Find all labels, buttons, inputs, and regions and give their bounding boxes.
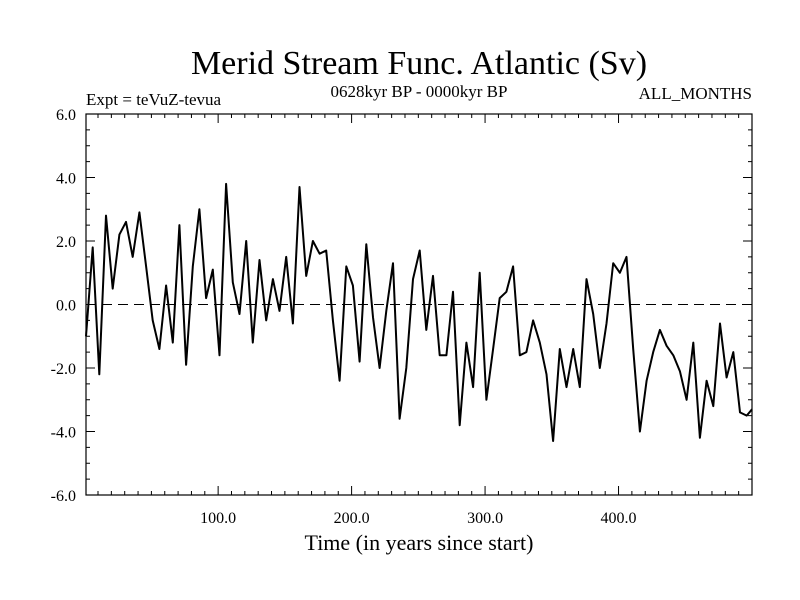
y-tick-label: 0.0 (56, 298, 76, 315)
x-tick-label: 400.0 (601, 510, 637, 527)
months-label: ALL_MONTHS (639, 84, 752, 103)
chart-title: Merid Stream Func. Atlantic (Sv) (191, 45, 647, 82)
y-tick-label: -4.0 (51, 425, 76, 442)
y-tick-label: -2.0 (51, 361, 76, 378)
y-tick-label: 2.0 (56, 234, 76, 251)
y-tick-label: 6.0 (56, 107, 76, 124)
time-range-label: 0628kyr BP - 0000kyr BP (331, 82, 508, 101)
series-line (85, 182, 753, 442)
x-tick-label: 200.0 (334, 510, 370, 527)
x-tick-label: 100.0 (200, 510, 236, 527)
x-tick-label: 300.0 (467, 510, 503, 527)
y-tick-label: 4.0 (56, 171, 76, 188)
x-axis: 100.0 200.0 300.0 400.0 (97, 114, 740, 527)
series-0-line (85, 182, 753, 442)
y-tick-label: -6.0 (51, 488, 76, 505)
y-axis: -6.0 -4.0 -2.0 0.0 2.0 4.0 6.0 (51, 107, 752, 505)
experiment-label: Expt = teVuZ-tevua (86, 90, 222, 109)
x-axis-label: Time (in years since start) (305, 530, 534, 555)
